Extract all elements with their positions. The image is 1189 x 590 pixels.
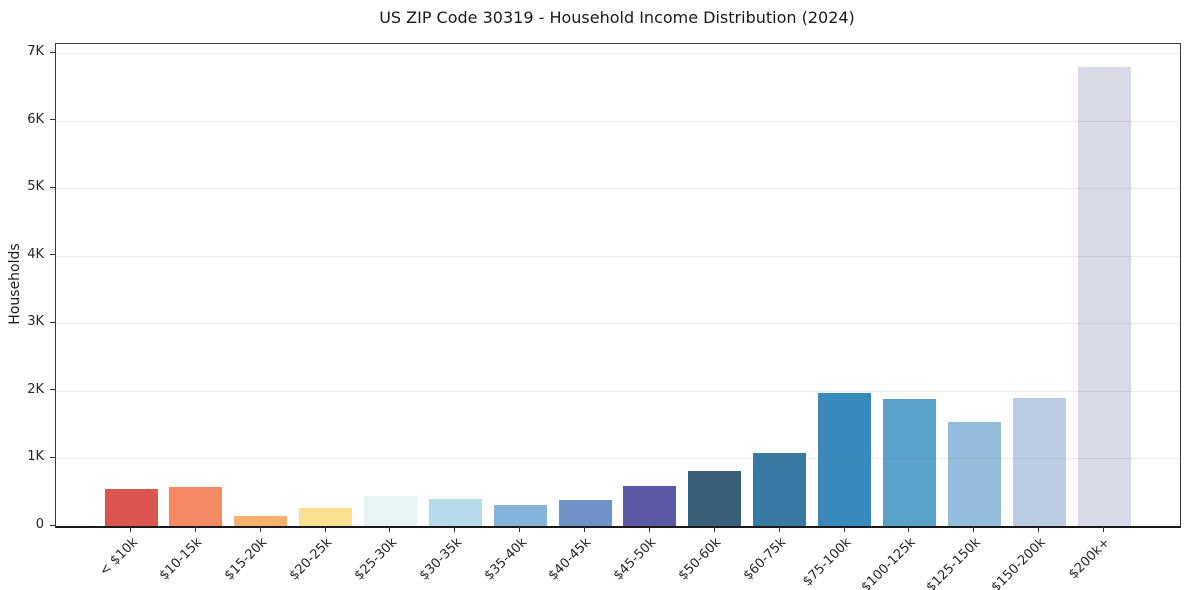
x-tick-mark: [194, 527, 196, 532]
bar-$20-25k: [299, 507, 353, 526]
bar-< $10k: [104, 488, 158, 526]
bar-$150-200k: [1012, 397, 1066, 526]
bar-$75-100k: [818, 393, 872, 526]
x-tick-label-text: $40-45k: [546, 535, 595, 584]
bar-$45-50k: [623, 486, 677, 526]
x-tick-label-text: $125-150k: [923, 535, 984, 590]
plot-area: [55, 43, 1181, 528]
y-tick-mark: [50, 186, 55, 188]
y-tick-mark: [50, 456, 55, 458]
y-tick-mark: [50, 119, 55, 121]
y-tick-label: 1K: [27, 449, 44, 465]
x-tick-mark: [973, 527, 975, 532]
bar-$125-150k: [947, 422, 1001, 526]
x-tick-mark: [389, 527, 391, 532]
y-tick-label: 6K: [27, 111, 44, 127]
bar-$50-60k: [688, 471, 742, 526]
y-tick-label: 3K: [27, 314, 44, 330]
x-tick-mark: [584, 527, 586, 532]
bar-$30-35k: [428, 499, 482, 526]
x-tick-mark: [713, 527, 715, 532]
x-tick-label-text: $150-200k: [988, 535, 1049, 590]
bar-$35-40k: [493, 505, 547, 526]
x-tick-label-text: < $10k: [96, 535, 141, 580]
x-tick-label-text: $200k+: [1066, 535, 1114, 583]
y-tick-mark: [50, 389, 55, 391]
x-tick-mark: [778, 527, 780, 532]
x-tick-mark: [259, 527, 261, 532]
x-tick-label-text: $75-100k: [799, 535, 855, 590]
gridline: [56, 188, 1180, 190]
bar-$15-20k: [234, 515, 288, 526]
x-tick-mark: [908, 527, 910, 532]
x-tick-mark: [843, 527, 845, 532]
gridline: [56, 255, 1180, 257]
y-tick-label: 0: [35, 517, 44, 532]
x-tick-mark: [130, 527, 131, 532]
bar-$25-30k: [363, 496, 417, 526]
x-tick-label-text: $50-60k: [675, 535, 725, 584]
x-tick-label-text: $10-15k: [156, 535, 206, 584]
y-tick-label: 5K: [27, 179, 44, 195]
y-tick-label: 7K: [27, 44, 44, 60]
x-tick-mark: [519, 527, 521, 532]
gridline: [56, 120, 1180, 122]
y-tick-label: 4K: [27, 246, 44, 262]
y-tick-mark: [50, 51, 55, 53]
x-tick-label-text: $25-30k: [351, 535, 401, 584]
gridline: [56, 390, 1180, 392]
y-tick-mark: [50, 524, 55, 526]
x-tick-label-text: $45-50k: [611, 535, 660, 584]
y-tick-mark: [50, 321, 55, 323]
gridline: [56, 323, 1180, 325]
y-tick-label: 2K: [27, 381, 44, 397]
x-tick-mark: [454, 527, 456, 532]
x-tick-label-text: $30-35k: [416, 535, 465, 584]
chart-title: US ZIP Code 30319 - Household Income Dis…: [379, 8, 855, 27]
gridline: [56, 458, 1180, 460]
x-tick-mark: [1038, 527, 1040, 532]
y-tick-mark: [50, 254, 55, 256]
bar-$40-45k: [558, 499, 612, 526]
x-tick-label-text: $20-25k: [286, 535, 336, 584]
x-tick-label-text: $100-125k: [858, 535, 919, 590]
gridline: [56, 53, 1180, 55]
bar-$60-75k: [753, 453, 807, 526]
bar-$200k+: [1077, 66, 1131, 526]
bar-$10-15k: [169, 486, 223, 526]
bar-$100-125k: [882, 399, 936, 526]
x-tick-label-text: $60-75k: [740, 535, 790, 584]
x-tick-label-text: $35-40k: [481, 535, 530, 584]
x-tick-mark: [324, 527, 326, 532]
x-tick-label-text: $15-20k: [221, 535, 271, 584]
x-tick-mark: [1103, 527, 1104, 532]
x-tick-mark: [648, 527, 650, 532]
